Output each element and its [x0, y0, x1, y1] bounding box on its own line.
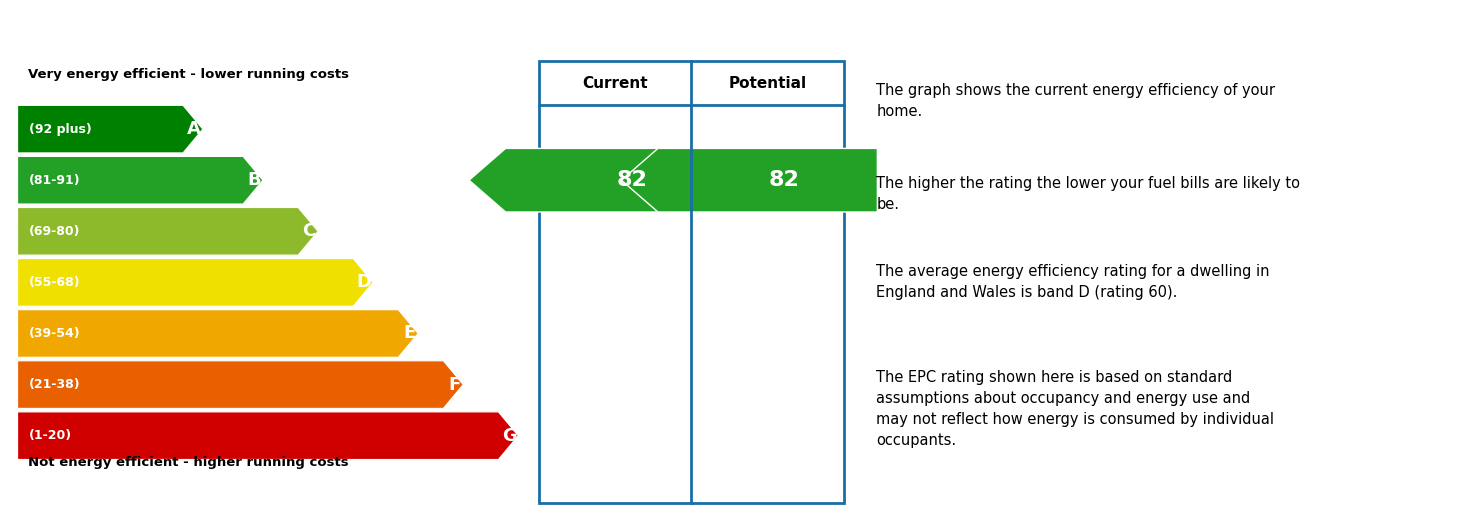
Text: Energy Efficiency Rating: Energy Efficiency Rating: [18, 16, 438, 45]
Text: Not energy efficient - higher running costs: Not energy efficient - higher running co…: [28, 456, 349, 469]
Polygon shape: [18, 156, 262, 204]
Polygon shape: [621, 148, 878, 212]
Text: F: F: [448, 376, 460, 394]
Text: A: A: [188, 120, 201, 138]
Text: Current: Current: [583, 76, 648, 91]
Polygon shape: [18, 310, 418, 358]
Text: Very energy efficient - lower running costs: Very energy efficient - lower running co…: [28, 68, 349, 81]
Text: (1-20): (1-20): [29, 429, 72, 442]
Text: The higher the rating the lower your fuel bills are likely to
be.: The higher the rating the lower your fue…: [876, 176, 1301, 212]
Text: E: E: [403, 325, 416, 343]
Text: The average energy efficiency rating for a dwelling in
England and Wales is band: The average energy efficiency rating for…: [876, 264, 1270, 300]
Polygon shape: [469, 148, 725, 212]
Text: D: D: [356, 273, 372, 292]
Polygon shape: [18, 105, 202, 153]
Text: (39-54): (39-54): [29, 327, 81, 340]
Text: 82: 82: [769, 170, 800, 190]
Text: G: G: [502, 427, 517, 445]
Text: (21-38): (21-38): [29, 378, 81, 391]
Text: Potential: Potential: [728, 76, 807, 91]
Polygon shape: [18, 207, 318, 255]
Text: (69-80): (69-80): [29, 225, 81, 238]
Text: C: C: [302, 222, 315, 240]
Polygon shape: [18, 259, 374, 306]
Polygon shape: [18, 361, 463, 409]
Text: The graph shows the current energy efficiency of your
home.: The graph shows the current energy effic…: [876, 84, 1275, 119]
Text: 82: 82: [617, 170, 648, 190]
Text: (55-68): (55-68): [29, 276, 81, 289]
Polygon shape: [18, 412, 519, 460]
Text: B: B: [248, 171, 261, 189]
Text: (92 plus): (92 plus): [29, 122, 92, 136]
Text: (81-91): (81-91): [29, 174, 81, 187]
Text: The EPC rating shown here is based on standard
assumptions about occupancy and e: The EPC rating shown here is based on st…: [876, 370, 1275, 448]
